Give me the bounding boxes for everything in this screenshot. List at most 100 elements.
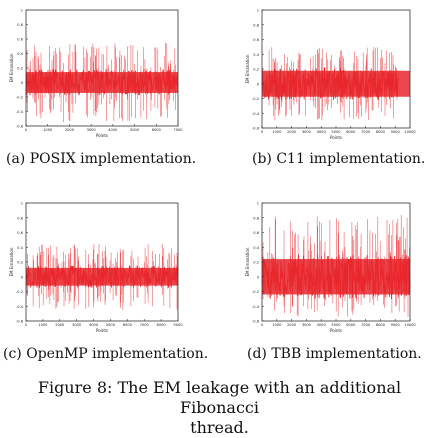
y-tick-label: 1	[257, 202, 259, 206]
y-tick-label: 0.8	[17, 23, 23, 27]
x-tick-label: 6000	[346, 323, 356, 327]
y-tick-label: 0	[21, 81, 24, 85]
y-tick-label: -0.2	[16, 290, 23, 294]
y-tick-label: 0.6	[17, 38, 23, 42]
x-tick-label: 3000	[87, 128, 97, 132]
y-tick-label: 1	[21, 202, 23, 206]
em-signal-series	[25, 42, 179, 123]
y-tick-label: 1	[21, 9, 23, 13]
x-axis-label: Points	[330, 135, 342, 140]
caption-b: (b) C11 implementation.	[252, 151, 426, 167]
x-tick-label: 0	[25, 128, 28, 132]
caption-c: (c) OpenMP implementation.	[3, 346, 209, 362]
y-tick-label: 0.4	[17, 52, 23, 56]
y-tick-label: 0.8	[253, 23, 259, 27]
y-tick-label: 0.8	[17, 216, 23, 220]
y-axis-label: EM Emanation	[9, 53, 14, 82]
y-axis-label: EM Emanation	[245, 54, 250, 83]
x-tick-label: 9000	[173, 323, 183, 327]
y-tick-label: 0.6	[253, 231, 259, 235]
caption-d: (d) TBB implementation.	[247, 346, 422, 362]
x-tick-label: 7000	[361, 130, 371, 134]
x-tick-label: 2000	[287, 130, 297, 134]
chart-panel-b: -0.6 -0.4 -0.2 0 0.2 0.4 0.6 0.8 1 0 1000 2000 3000 4…	[238, 6, 422, 146]
x-tick-label: 10000	[404, 323, 416, 327]
x-tick-label: 2000	[287, 323, 297, 327]
y-tick-label: -0.4	[252, 112, 260, 116]
chart-b: -0.6 -0.4 -0.2 0 0.2 0.4 0.6 0.8 1 0 1000 2000 3000 4…	[245, 9, 416, 141]
x-tick-label: 5000	[331, 323, 341, 327]
chart-panel-c: -0.6 -0.4 -0.2 0 0.2 0.4 0.6 0.8 1 0 1000 2000 3000 4…	[0, 199, 190, 341]
x-tick-label: 2000	[65, 128, 75, 132]
x-tick-label: 8000	[157, 323, 167, 327]
y-tick-label: 0.8	[253, 216, 259, 220]
x-tick-label: 8000	[376, 130, 386, 134]
y-tick-label: -0.6	[252, 320, 260, 324]
x-tick-label: 1000	[43, 128, 53, 132]
x-tick-label: 6000	[346, 130, 356, 134]
y-tick-label: -0.2	[252, 97, 259, 101]
x-tick-label: 7000	[361, 323, 371, 327]
chart-panel-d: -0.6 -0.4 -0.2 0 0.2 0.4 0.6 0.8 1 0 1000 2000 3000 4…	[238, 199, 422, 341]
caption-a: (a) POSIX implementation.	[6, 151, 197, 167]
chart-a: -0.6 -0.4 -0.2 0 0.2 0.4 0.6 0.8 1 0 1000 2000 3000 4…	[9, 9, 183, 139]
y-tick-label: 0.2	[253, 68, 259, 72]
x-tick-label: 1000	[272, 323, 282, 327]
x-tick-label: 5000	[130, 128, 140, 132]
em-signal-line	[25, 265, 179, 289]
x-tick-label: 2000	[55, 323, 65, 327]
x-axis-label: Points	[96, 328, 108, 333]
y-tick-label: 0.2	[17, 67, 23, 71]
x-tick-label: 4000	[317, 130, 327, 134]
y-tick-label: -0.6	[16, 125, 24, 129]
x-tick-label: 7000	[140, 323, 150, 327]
y-tick-label: -0.4	[252, 305, 260, 309]
x-tick-label: 0	[25, 323, 28, 327]
x-tick-label: 0	[261, 323, 264, 327]
x-tick-label: 4000	[108, 128, 118, 132]
x-tick-label: 9000	[391, 323, 401, 327]
y-tick-label: 0.2	[253, 261, 259, 265]
y-tick-label: 0	[21, 275, 24, 279]
em-signal-line	[261, 67, 399, 100]
chart-panel-a: -0.6 -0.4 -0.2 0 0.2 0.4 0.6 0.8 1 0 1000 2000 3000 4…	[0, 6, 190, 146]
y-tick-label: -0.4	[16, 305, 24, 309]
y-tick-label: 0	[257, 82, 260, 86]
y-tick-label: -0.4	[16, 110, 24, 114]
em-signal-line	[25, 68, 179, 96]
y-tick-label: 0.6	[17, 231, 23, 235]
x-tick-label: 10000	[404, 130, 416, 134]
y-tick-label: 0.6	[253, 38, 259, 42]
x-tick-label: 6000	[152, 128, 162, 132]
em-signal-series	[261, 214, 411, 317]
x-axis-label: Points	[330, 328, 342, 333]
em-signal-series	[261, 47, 410, 121]
x-tick-label: 7000	[173, 128, 183, 132]
x-tick-label: 4000	[89, 323, 99, 327]
chart-d: -0.6 -0.4 -0.2 0 0.2 0.4 0.6 0.8 1 0 1000 2000 3000 4…	[245, 202, 416, 334]
y-tick-label: 0	[257, 275, 260, 279]
y-tick-label: -0.2	[16, 96, 23, 100]
x-tick-label: 3000	[302, 323, 312, 327]
plot-frame	[261, 9, 411, 129]
y-axis-label: EM Emanation	[9, 247, 14, 276]
x-tick-label: 4000	[317, 323, 327, 327]
x-tick-label: 3000	[72, 323, 82, 327]
y-axis-label: EM Emanation	[245, 247, 250, 276]
x-tick-label: 6000	[123, 323, 133, 327]
x-tick-label: 5000	[106, 323, 116, 327]
y-tick-label: 0.4	[253, 53, 259, 57]
x-axis-label: Points	[96, 133, 108, 138]
y-tick-label: 0.4	[253, 246, 259, 250]
chart-c: -0.6 -0.4 -0.2 0 0.2 0.4 0.6 0.8 1 0 1000 2000 3000 4…	[9, 202, 183, 334]
x-tick-label: 9000	[391, 130, 401, 134]
y-tick-label: 0.4	[17, 246, 23, 250]
figure-caption-line-2: thread.	[190, 418, 249, 437]
x-tick-label: 0	[261, 130, 264, 134]
y-tick-label: -0.6	[252, 127, 260, 131]
figure-caption-line-1: Figure 8: The EM leakage with an additio…	[37, 378, 402, 417]
y-tick-label: 0.2	[17, 261, 23, 265]
x-tick-label: 8000	[376, 323, 386, 327]
x-tick-label: 1000	[272, 130, 282, 134]
x-tick-label: 3000	[302, 130, 312, 134]
